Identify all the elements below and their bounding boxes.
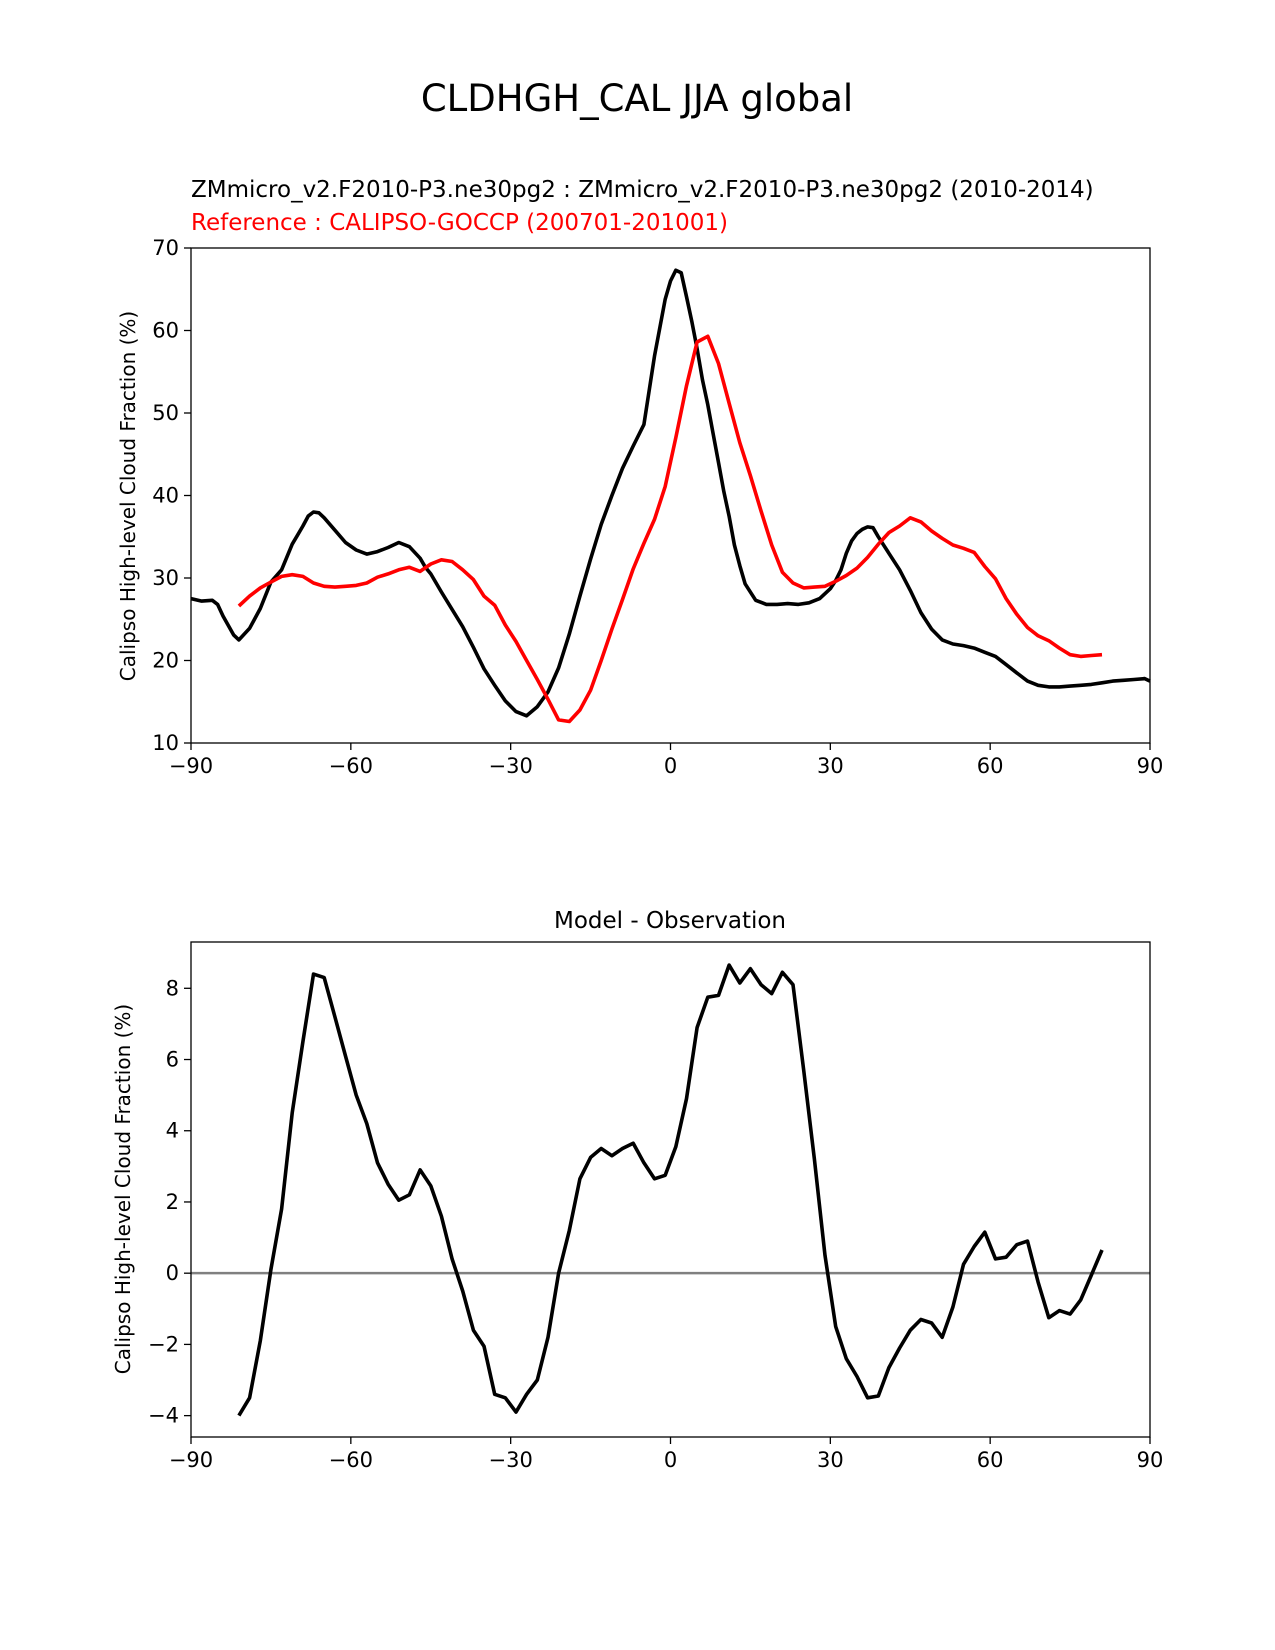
y-tick-label: 10 — [152, 731, 179, 755]
profile-panel: ZMmicro_v2.F2010-P3.ne30pg2 : ZMmicro_v2… — [116, 177, 1163, 778]
x-tick-label: 0 — [664, 1448, 677, 1472]
x-tick-label: −90 — [169, 1448, 213, 1472]
panel-title-test: ZMmicro_v2.F2010-P3.ne30pg2 : ZMmicro_v2… — [191, 177, 1094, 203]
y-tick-label: 6 — [166, 1048, 179, 1072]
x-tick-label: −90 — [169, 754, 213, 778]
difference-panel: Model - Observation Calipso High-level C… — [111, 908, 1163, 1472]
y-axis-label: Calipso High-level Cloud Fraction (%) — [116, 311, 140, 681]
y-tick-label: −2 — [148, 1332, 179, 1356]
x-tick-label: −30 — [489, 754, 533, 778]
y-tick-label: 4 — [166, 1119, 179, 1143]
y-tick-label: 2 — [166, 1190, 179, 1214]
y-tick-label: 50 — [152, 401, 179, 425]
x-tick-label: −60 — [329, 754, 373, 778]
x-tick-label: 90 — [1137, 1448, 1164, 1472]
axes-frame — [190, 941, 1151, 1438]
y-tick-label: 0 — [166, 1261, 179, 1285]
y-axis-label: Calipso High-level Cloud Fraction (%) — [111, 1004, 135, 1374]
y-tick-label: 30 — [152, 566, 179, 590]
y-tick-label: 8 — [166, 976, 179, 1000]
series-line-reference — [237, 334, 1103, 724]
figure-suptitle: CLDHGH_CAL JJA global — [421, 77, 853, 120]
x-tick-label: 90 — [1137, 754, 1164, 778]
x-tick-label: 60 — [977, 754, 1004, 778]
plot-area: −90 −60 −30 0 30 60 90 10 20 30 40 50 60 70 — [152, 236, 1163, 778]
panel-title-reference: Reference : CALIPSO-GOCCP (200701-201001… — [191, 210, 728, 236]
x-tick-label: 30 — [817, 754, 844, 778]
y-tick-label: 40 — [152, 484, 179, 508]
series-line-difference — [237, 963, 1104, 1417]
x-tick-label: −30 — [489, 1448, 533, 1472]
x-tick-label: 60 — [977, 1448, 1004, 1472]
x-tick-label: 0 — [664, 754, 677, 778]
series-line-test — [190, 268, 1151, 718]
y-tick-label: 20 — [152, 649, 179, 673]
y-tick-label: 60 — [152, 319, 179, 343]
panel-title-difference: Model - Observation — [554, 908, 786, 934]
x-tick-label: 30 — [817, 1448, 844, 1472]
y-tick-label: −4 — [148, 1404, 179, 1428]
axes-frame — [190, 247, 1151, 744]
x-tick-label: −60 — [329, 1448, 373, 1472]
y-tick-label: 70 — [152, 236, 179, 260]
plot-area: −90 −60 −30 0 30 60 90 −4 −2 0 2 4 6 8 — [148, 963, 1164, 1472]
